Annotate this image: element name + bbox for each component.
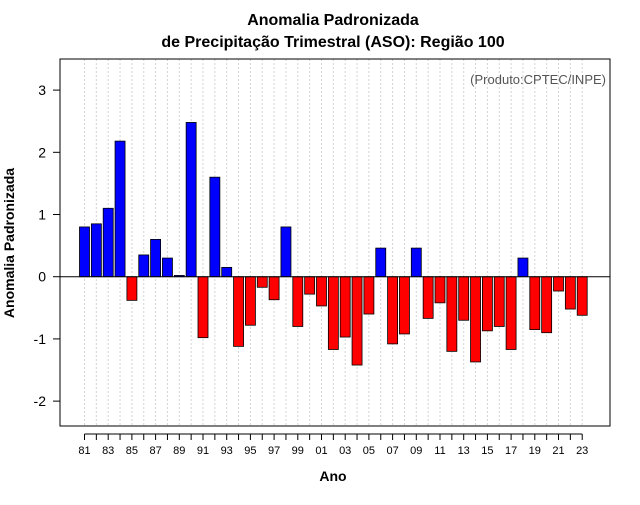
bars — [79, 122, 588, 366]
bar-91 — [197, 276, 209, 339]
bar-10 — [422, 276, 434, 319]
x-tick-label: 21 — [552, 445, 564, 457]
x-tick-label: 81 — [78, 445, 90, 457]
grid — [84, 59, 583, 426]
bar-88 — [162, 257, 173, 278]
x-tick-label: 11 — [434, 445, 445, 457]
x-tick-label: 97 — [268, 445, 280, 457]
x-tick-label: 89 — [173, 445, 185, 457]
y-axis: -2 -1 0 1 2 3 — [34, 82, 60, 409]
bar-12 — [446, 276, 458, 352]
bar-09 — [410, 247, 422, 278]
y-tick-label: 0 — [38, 269, 46, 285]
x-tick-label: 95 — [244, 445, 256, 457]
y-axis-title: Anomalia Padronizada — [1, 168, 17, 318]
x-tick-label: 99 — [292, 445, 304, 457]
bar-16 — [493, 276, 505, 327]
y-tick-label: 3 — [38, 82, 46, 98]
bar-82 — [90, 223, 102, 278]
bar-06 — [375, 247, 387, 278]
y-tick-label: -1 — [34, 331, 47, 347]
bar-07 — [387, 276, 399, 345]
bar-21 — [553, 276, 564, 292]
bar-97 — [268, 276, 280, 301]
bar-00 — [304, 276, 316, 295]
x-tick-label: 03 — [339, 445, 351, 457]
y-tick-label: -2 — [34, 393, 47, 409]
bar-04 — [351, 276, 363, 366]
bar-84 — [114, 140, 126, 278]
bar-98 — [280, 226, 292, 278]
plot-frame — [59, 58, 611, 427]
bar-03 — [339, 276, 351, 338]
x-tick-label: 93 — [221, 445, 233, 457]
bar-96 — [256, 276, 268, 288]
x-tick-label: 87 — [149, 445, 161, 457]
x-tick-label: 13 — [458, 445, 470, 457]
bar-92 — [209, 176, 221, 278]
bar-05 — [363, 276, 375, 315]
bar-94 — [233, 276, 244, 347]
x-tick-label: 01 — [315, 445, 327, 457]
x-tick-label: 09 — [410, 445, 422, 457]
x-tick-label: 15 — [481, 445, 493, 457]
bar-19 — [529, 276, 541, 330]
bar-90 — [185, 122, 197, 278]
bar-08 — [399, 276, 410, 335]
bar-99 — [292, 276, 304, 327]
x-tick-label: 07 — [386, 445, 398, 457]
bar-14 — [470, 276, 481, 363]
bar-81 — [79, 226, 90, 278]
x-tick-label: 91 — [197, 445, 209, 457]
bar-22 — [564, 276, 576, 310]
bar-86 — [138, 254, 150, 278]
bar-93 — [221, 266, 233, 278]
bar-18 — [517, 257, 529, 278]
chart-title-line1: Anomalia Padronizada — [247, 12, 419, 29]
bar-17 — [505, 276, 517, 350]
x-tick-label: 83 — [102, 445, 114, 457]
bar-15 — [481, 276, 493, 332]
bar-20 — [541, 276, 553, 334]
bar-13 — [458, 276, 470, 321]
y-tick-label: 1 — [38, 207, 46, 223]
bar-95 — [244, 276, 256, 326]
bar-85 — [126, 276, 138, 301]
x-tick-label: 19 — [529, 445, 541, 457]
x-tick-label: 17 — [505, 445, 517, 457]
x-axis-title: Ano — [319, 468, 346, 484]
x-tick-label: 05 — [363, 445, 375, 457]
bar-87 — [150, 238, 162, 278]
credit-label: (Produto:CPTEC/INPE) — [470, 72, 606, 87]
bar-01 — [316, 276, 327, 307]
bar-11 — [434, 276, 446, 304]
x-tick-label: 23 — [576, 445, 588, 457]
x-tick-label: 85 — [126, 445, 138, 457]
chart-title-line2: de Precipitação Trimestral (ASO): Região… — [161, 34, 504, 51]
x-axis: 81 83 85 87 89 91 93 95 97 99 01 03 05 07 09 11 13 15 17 19… — [78, 433, 588, 457]
y-tick-label: 2 — [38, 144, 46, 160]
bar-23 — [576, 276, 588, 316]
bar-83 — [102, 207, 114, 278]
bar-02 — [327, 276, 339, 350]
